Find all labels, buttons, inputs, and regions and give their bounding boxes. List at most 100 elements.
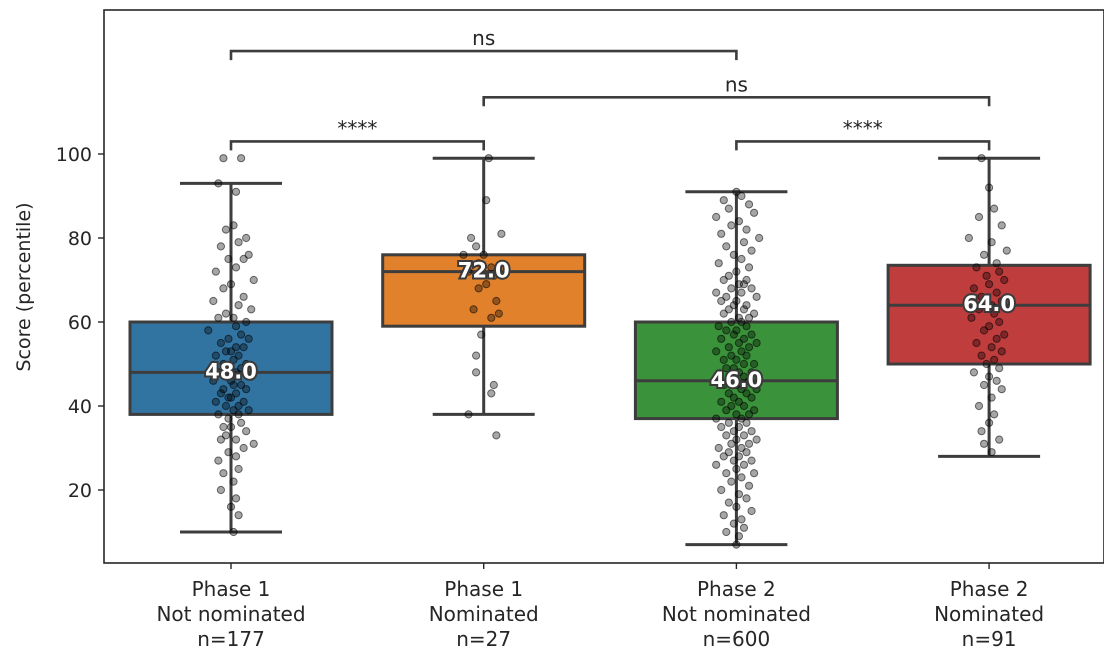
data-point <box>752 338 761 348</box>
data-point <box>494 309 503 318</box>
data-point <box>211 397 220 406</box>
data-point <box>489 380 498 390</box>
significance-brackets: **** **** ns ns <box>229 26 991 151</box>
data-point <box>214 313 223 322</box>
significance-label: **** <box>843 116 883 140</box>
data-point <box>972 263 981 272</box>
data-point <box>742 351 751 360</box>
data-point <box>242 427 251 436</box>
data-point <box>734 490 744 499</box>
data-point <box>742 225 751 234</box>
data-point <box>987 301 996 310</box>
y-tick-label: 100 <box>56 144 92 166</box>
data-point <box>492 431 501 440</box>
data-point <box>229 527 238 537</box>
data-point <box>749 359 759 369</box>
data-point <box>739 359 749 369</box>
data-point <box>712 460 721 469</box>
data-point <box>739 280 749 289</box>
data-point <box>219 469 228 478</box>
data-point <box>489 271 498 280</box>
y-axis-label: Score (percentile) <box>13 202 35 371</box>
data-point <box>717 229 726 238</box>
y-tick-label: 40 <box>68 396 92 418</box>
data-point <box>234 410 243 419</box>
data-point <box>724 343 733 352</box>
data-point <box>239 254 248 264</box>
data-point <box>732 540 741 549</box>
data-point <box>742 322 751 331</box>
data-point <box>979 439 989 448</box>
data-point <box>242 385 251 394</box>
significance-bracket <box>735 140 991 151</box>
data-point <box>985 183 994 192</box>
data-point <box>724 418 733 427</box>
data-point <box>722 364 731 373</box>
data-point <box>214 456 223 465</box>
data-point <box>997 221 1006 230</box>
data-point <box>977 351 986 360</box>
data-point <box>229 313 238 322</box>
data-point <box>744 439 754 448</box>
data-point <box>229 380 238 390</box>
data-point <box>211 267 220 276</box>
data-point <box>226 502 236 511</box>
data-point <box>717 296 726 306</box>
data-point <box>995 267 1004 276</box>
median-value-label: 72.0 <box>458 259 510 283</box>
data-point <box>216 242 225 251</box>
data-point <box>982 359 991 369</box>
data-point <box>464 410 473 419</box>
data-point <box>739 401 749 411</box>
significance-bracket <box>229 140 486 151</box>
data-point <box>714 372 723 381</box>
data-point <box>231 322 241 331</box>
data-point <box>719 355 728 364</box>
data-point <box>737 515 746 524</box>
x-tick-label: n=600 <box>703 627 771 651</box>
x-tick-label: n=27 <box>456 627 511 651</box>
data-point <box>985 372 994 381</box>
data-point <box>722 527 731 537</box>
data-point <box>742 494 751 503</box>
data-point <box>732 502 741 511</box>
data-point <box>992 376 1001 385</box>
jitter-points <box>204 154 1011 549</box>
data-point <box>752 435 761 444</box>
data-point <box>737 191 746 201</box>
x-tick-label: n=91 <box>962 627 1017 651</box>
data-point <box>982 271 991 280</box>
x-tick-label: Phase 1 <box>192 577 271 601</box>
data-point <box>717 397 726 406</box>
data-point <box>742 301 751 310</box>
data-point <box>214 410 223 419</box>
data-point <box>219 154 228 163</box>
data-point <box>219 385 228 394</box>
data-point <box>231 435 241 444</box>
data-point <box>224 448 233 457</box>
data-point <box>234 511 243 520</box>
data-point <box>727 317 736 327</box>
data-point <box>739 523 749 532</box>
data-point <box>967 313 976 322</box>
data-point <box>755 233 764 243</box>
median-value-label: 46.0 <box>710 368 762 392</box>
data-point <box>216 435 225 444</box>
data-point <box>216 485 225 495</box>
data-point <box>732 326 741 335</box>
data-point <box>727 477 736 486</box>
data-point <box>1000 330 1009 339</box>
data-point <box>997 296 1006 306</box>
data-point <box>237 154 246 163</box>
data-point <box>214 179 223 188</box>
data-point <box>977 154 986 163</box>
data-point <box>229 355 238 364</box>
data-point <box>479 250 488 259</box>
data-point <box>990 309 999 318</box>
data-point <box>231 263 241 272</box>
data-point <box>992 288 1001 297</box>
plot-frame <box>103 9 1104 564</box>
data-point <box>974 212 984 222</box>
data-point <box>219 422 228 432</box>
data-point <box>729 250 738 259</box>
